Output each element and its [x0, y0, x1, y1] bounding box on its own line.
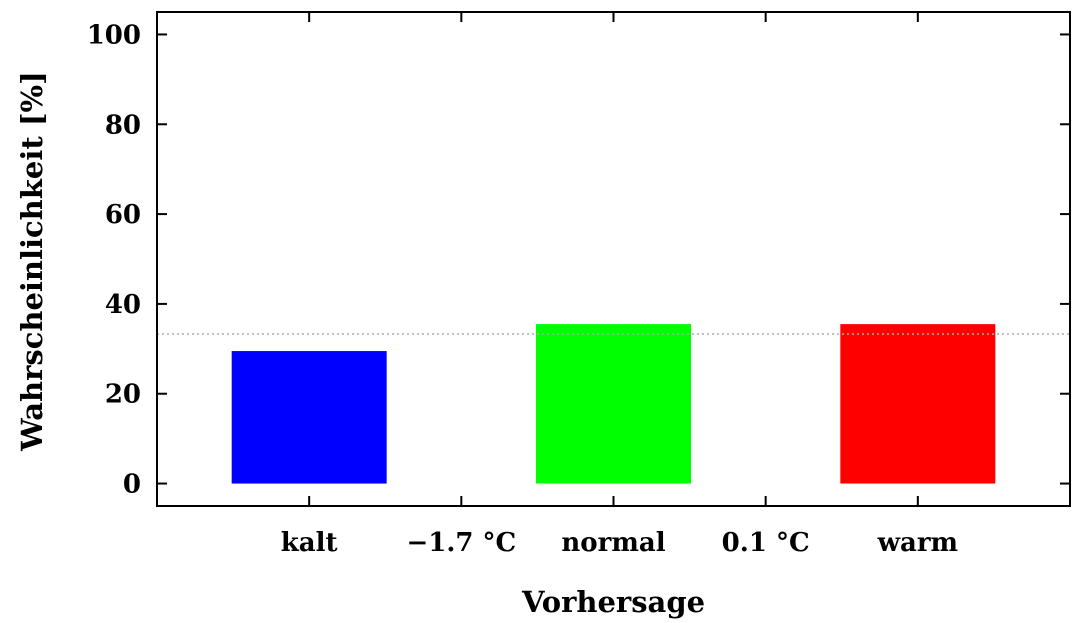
ticks-layer	[157, 12, 1070, 506]
bar-warm	[840, 324, 996, 484]
x-tick-labels: kalt −1.7 °C normal 0.1 °C warm	[281, 528, 958, 558]
x-tick-label-threshold: −1.7 °C	[406, 528, 516, 558]
x-tick-label-category: warm	[877, 528, 958, 558]
x-axis-label: Vorhersage	[521, 585, 705, 619]
y-tick-label: 0	[123, 470, 141, 500]
y-tick-label: 80	[105, 110, 141, 140]
x-tick-label-threshold: 0.1 °C	[722, 528, 810, 558]
y-tick-label: 60	[105, 200, 141, 230]
y-tick-label: 20	[105, 380, 141, 410]
bar-kalt	[231, 351, 387, 484]
y-tick-label: 100	[87, 20, 141, 50]
x-tick-label-category: normal	[561, 528, 665, 558]
bars-layer	[231, 324, 996, 484]
x-tick-label-category: kalt	[281, 528, 338, 558]
y-tick-labels: 0 20 40 60 80 100	[87, 20, 141, 499]
bar-normal	[536, 324, 691, 484]
y-axis-label: Wahrscheinlichkeit [%]	[15, 71, 49, 452]
y-tick-label: 40	[105, 290, 141, 320]
